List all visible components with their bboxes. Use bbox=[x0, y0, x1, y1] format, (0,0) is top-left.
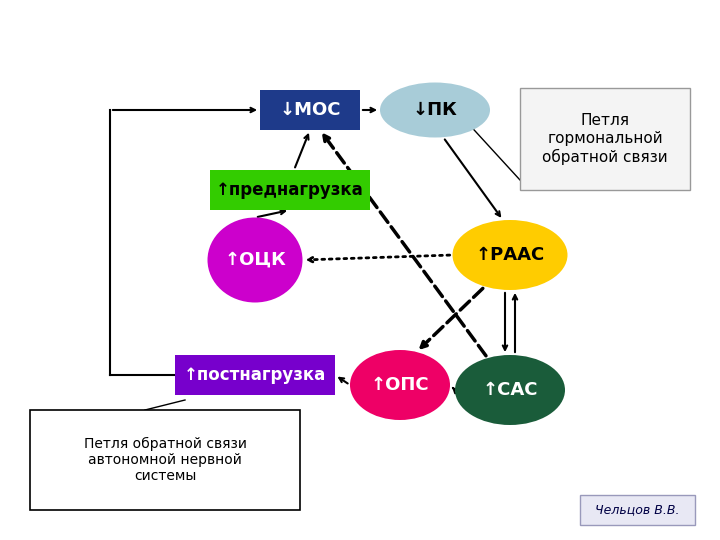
Ellipse shape bbox=[207, 218, 302, 302]
Text: ↑РААС: ↑РААС bbox=[475, 246, 544, 264]
Text: ↑ОЦК: ↑ОЦК bbox=[224, 251, 286, 269]
Text: Чельцов В.В.: Чельцов В.В. bbox=[595, 503, 680, 516]
Text: ↑ОПС: ↑ОПС bbox=[371, 376, 429, 394]
FancyBboxPatch shape bbox=[210, 170, 370, 210]
FancyBboxPatch shape bbox=[580, 495, 695, 525]
FancyBboxPatch shape bbox=[30, 410, 300, 510]
Text: ↑преднагрузка: ↑преднагрузка bbox=[216, 181, 364, 199]
Text: Петля
гормональной
обратной связи: Петля гормональной обратной связи bbox=[542, 113, 668, 165]
FancyBboxPatch shape bbox=[175, 355, 335, 395]
Text: Петля обратной связи
автономной нервной
системы: Петля обратной связи автономной нервной … bbox=[84, 437, 246, 483]
Text: ↓МОС: ↓МОС bbox=[279, 101, 341, 119]
Text: ↑САС: ↑САС bbox=[482, 381, 538, 399]
Text: ↓ПК: ↓ПК bbox=[413, 101, 457, 119]
Ellipse shape bbox=[380, 83, 490, 138]
Ellipse shape bbox=[452, 220, 567, 290]
FancyBboxPatch shape bbox=[520, 88, 690, 190]
Ellipse shape bbox=[350, 350, 450, 420]
FancyBboxPatch shape bbox=[260, 90, 360, 130]
Text: ↑постнагрузка: ↑постнагрузка bbox=[184, 366, 326, 384]
Ellipse shape bbox=[455, 355, 565, 425]
